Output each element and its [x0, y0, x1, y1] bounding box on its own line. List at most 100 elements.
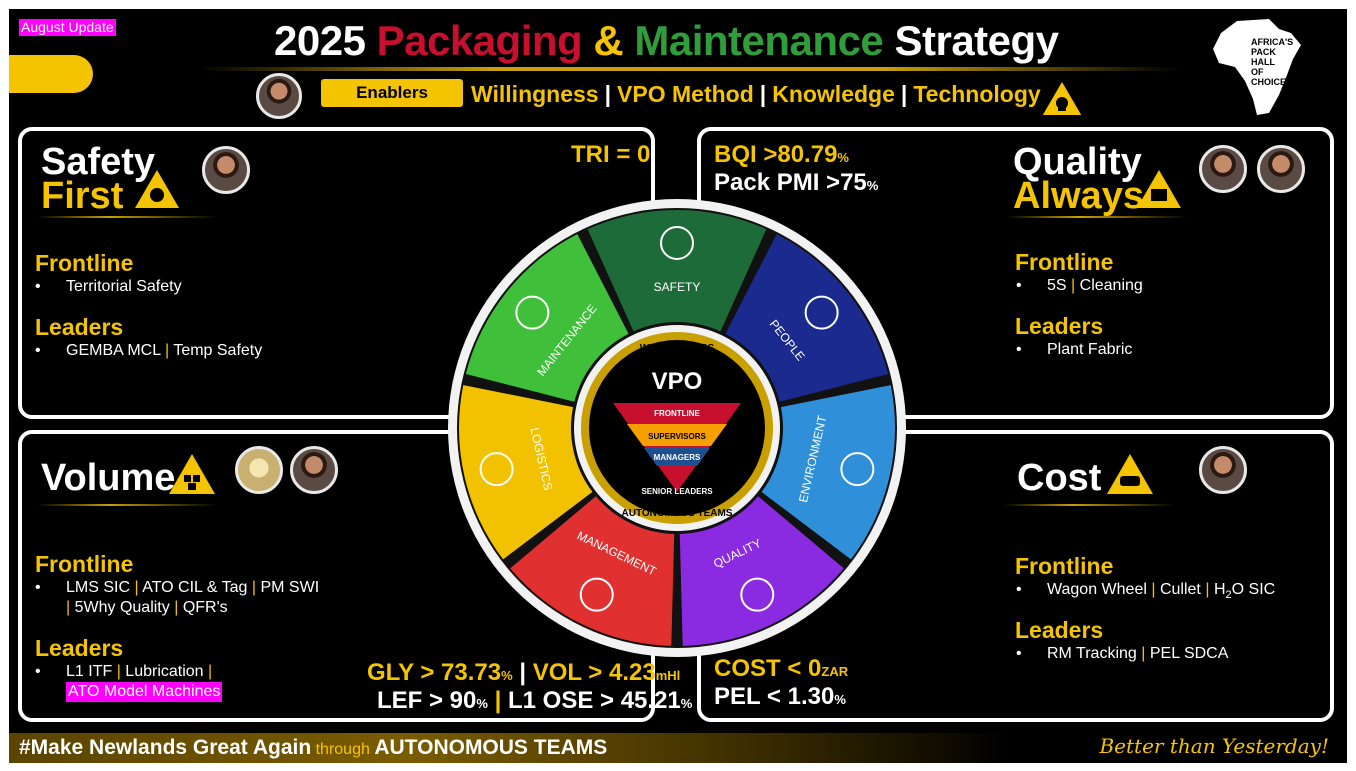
volume-frontline-item: QFR's [182, 599, 228, 616]
safety-heading: Safety First [41, 143, 155, 215]
title-packaging: Packaging [376, 17, 583, 64]
volume-frontline-item: PM SWI [260, 579, 320, 596]
segment-icon-safety [660, 226, 694, 260]
enabler-separator: | [604, 81, 612, 107]
avatar [256, 73, 302, 119]
pmi-unit: % [866, 178, 879, 193]
avatar [290, 446, 338, 494]
accent-pill [9, 55, 93, 93]
pmi-metric: Pack PMI >75 [714, 169, 867, 196]
quality-title: Quality [1013, 141, 1142, 183]
list-item: • L1 ITF | Lubrication | [35, 663, 213, 680]
safety-subtitle: First [41, 175, 124, 217]
enablers-badge: Enablers [321, 79, 463, 107]
footer-slogan: #Make Newlands Great Again through AUTON… [19, 733, 607, 763]
list-item: • Wagon Wheel | Cullet | H2O SIC [1016, 581, 1276, 602]
volume-warning-icon [169, 454, 215, 494]
volume-frontline-item: 5Why Quality [74, 599, 170, 616]
segment-icon-management [579, 577, 614, 612]
quality-subtitle: Always [1013, 175, 1144, 217]
volume-frontline-item: ATO CIL & Tag [142, 579, 248, 596]
safety-leaders-label: Leaders [35, 314, 124, 340]
quality-frontline-item: Cleaning [1079, 277, 1143, 294]
cost-underline [1004, 504, 1174, 506]
logo-line: OF [1251, 67, 1264, 77]
volume-heading: Volume [41, 459, 175, 497]
quality-heading: Quality Always [1013, 143, 1144, 215]
list-item: • GEMBA MCL | Temp Safety [35, 342, 263, 359]
gly-metric: GLY > 73.73 [367, 659, 502, 686]
warning-triangle-icon [1039, 78, 1085, 117]
enabler-knowledge: Knowledge [772, 81, 895, 107]
logo-line: HALL [1251, 57, 1275, 67]
cost-leaders-item: RM Tracking [1047, 645, 1137, 662]
quality-warning-icon [1137, 170, 1181, 208]
cost-metric-1: COST < 0ZAR [714, 655, 848, 686]
logo-line: AFRICA'S [1251, 37, 1294, 47]
pyramid-level-senior-leaders: SENIOR LEADERS [641, 487, 713, 496]
quality-metric-1: BQI >80.79% [714, 141, 849, 172]
enablers-list: Willingness | VPO Method | Knowledge | Technol… [471, 79, 1041, 109]
update-tag: August Update [19, 19, 116, 36]
title-strategy: Strategy [894, 17, 1059, 64]
logo-line: PACK [1251, 47, 1276, 57]
logo-text: AFRICA'S PACK HALL OF CHOICE [1251, 37, 1293, 87]
segment-icon-quality [740, 577, 775, 612]
bqi-unit: % [837, 150, 849, 165]
safety-frontline-label: Frontline [35, 250, 134, 276]
quality-frontline-label: Frontline [1015, 249, 1114, 275]
safety-leaders-item: GEMBA MCL [66, 342, 161, 359]
cost-frontline-item: H [1213, 581, 1226, 598]
list-item: | 5Why Quality | QFR's [66, 599, 228, 616]
cost-frontline-item: O SIC [1231, 581, 1276, 598]
cost-frontline-item: Wagon Wheel [1047, 581, 1147, 598]
safety-leaders-item: Temp Safety [173, 342, 263, 359]
avatar [1199, 145, 1247, 193]
volume-metrics-1: GLY > 73.73% | VOL > 4.23mHl [367, 659, 681, 686]
pyramid-level-supervisors: SUPERVISORS [648, 432, 706, 441]
cost-title: Cost [1017, 457, 1102, 499]
autonomous-teams-arc-label: AUTONOMOUS TEAMS [622, 508, 733, 519]
list-item: • Territorial Safety [35, 278, 182, 295]
vol-unit: mHl [655, 668, 681, 683]
enabler-vpo-method: VPO Method [617, 81, 754, 107]
list-item: • LMS SIC | ATO CIL & Tag | PM SWI [35, 579, 320, 596]
cost-frontline-item: Cullet [1159, 581, 1201, 598]
logo-line: CHOICE [1251, 77, 1287, 87]
title-underline [199, 67, 1179, 71]
footer-band [9, 733, 1009, 763]
quality-metric-2: Pack PMI >75% [714, 169, 878, 200]
safety-title: Safety [41, 141, 156, 183]
quality-leaders-item: Plant Fabric [1047, 341, 1133, 358]
avatar [235, 446, 283, 494]
page-title: 2025 Packaging & Maintenance Strategy [274, 13, 1059, 69]
cost-heading: Cost [1017, 459, 1101, 497]
volume-frontline-item: LMS SIC [66, 579, 131, 596]
volume-frontline-label: Frontline [35, 551, 134, 577]
pyramid-level-managers: MANAGERS [654, 453, 701, 462]
gly-unit: % [501, 668, 513, 683]
volume-title: Volume [41, 457, 176, 499]
wheel-segment-quality [679, 496, 844, 646]
avatar [202, 146, 250, 194]
safety-underline [37, 216, 217, 218]
safety-frontline-item: Territorial Safety [66, 278, 182, 295]
pyramid-level-frontline: FRONTLINE [654, 409, 700, 418]
pel-unit: % [834, 692, 846, 707]
pel-metric: PEL < 1.30 [714, 683, 835, 710]
enabler-separator: | [759, 81, 767, 107]
volume-leaders-item: L1 ITF [66, 663, 113, 680]
pyramid-band-managers [644, 448, 710, 466]
quality-leaders-label: Leaders [1015, 313, 1104, 339]
segment-icon-environment [840, 452, 875, 487]
volume-leaders-highlight: ATO Model Machines [66, 682, 223, 702]
tri-metric: TRI = 0 [571, 141, 651, 168]
vol-metric: VOL > 4.23 [532, 659, 656, 686]
wheel-segment-logistics [459, 385, 593, 560]
footer-through: through [315, 741, 370, 758]
list-item: • RM Tracking | PEL SDCA [1016, 645, 1229, 662]
footer-autonomous-teams: AUTONOMOUS TEAMS [374, 736, 608, 759]
title-maintenance: Maintenance [634, 17, 884, 64]
quality-frontline-item: 5S [1047, 277, 1067, 294]
tagline: Better than Yesterday! [1099, 734, 1329, 758]
